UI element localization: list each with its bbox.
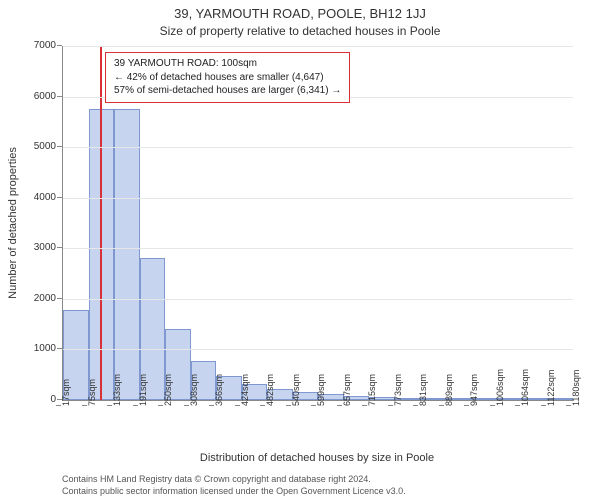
gridline: [63, 248, 573, 249]
chart-subtitle: Size of property relative to detached ho…: [0, 24, 600, 38]
y-tick-label: 4000: [0, 192, 56, 203]
y-tick-label: 5000: [0, 141, 56, 152]
annotation-box: 39 YARMOUTH ROAD: 100sqm ← 42% of detach…: [105, 52, 350, 103]
footer-text: Contains HM Land Registry data © Crown c…: [62, 474, 572, 496]
gridline: [63, 349, 573, 350]
y-tick-label: 0: [0, 394, 56, 405]
y-tick-label: 1000: [0, 343, 56, 354]
y-tick-label: 7000: [0, 40, 56, 51]
y-tick-label: 2000: [0, 293, 56, 304]
footer-line: Contains public sector information licen…: [62, 486, 572, 498]
y-tick-label: 3000: [0, 242, 56, 253]
chart-title: 39, YARMOUTH ROAD, POOLE, BH12 1JJ: [0, 6, 600, 21]
gridline: [63, 147, 573, 148]
annotation-line: 39 YARMOUTH ROAD: 100sqm: [114, 57, 341, 71]
footer-line: Contains HM Land Registry data © Crown c…: [62, 474, 572, 486]
x-axis-label: Distribution of detached houses by size …: [62, 452, 572, 464]
gridline: [63, 46, 573, 47]
marker-line: [100, 46, 102, 400]
annotation-line: 57% of semi-detached houses are larger (…: [114, 84, 341, 98]
annotation-line: ← 42% of detached houses are smaller (4,…: [114, 71, 341, 85]
y-tick-label: 6000: [0, 91, 56, 102]
chart-container: 39, YARMOUTH ROAD, POOLE, BH12 1JJ Size …: [0, 0, 600, 500]
histogram-bar: [114, 109, 140, 400]
gridline: [63, 198, 573, 199]
gridline: [63, 299, 573, 300]
